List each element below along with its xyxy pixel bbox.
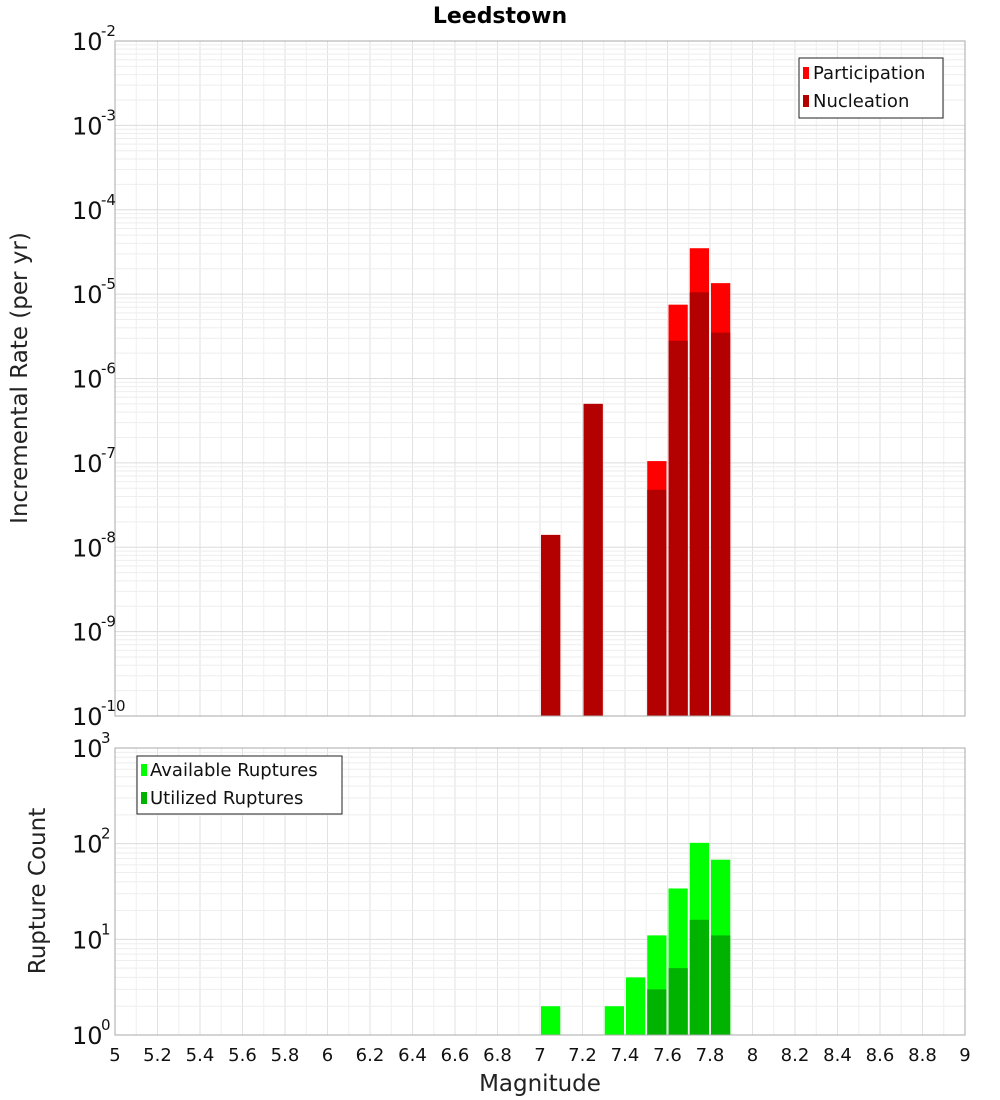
x-tick-label: 5.6 [228, 1045, 257, 1066]
x-tick-label: 8 [747, 1045, 758, 1066]
bottom-y-tick-exponent: 1 [101, 920, 111, 938]
legend-swatch-participation [803, 67, 809, 79]
bottom-y-axis-label: Rupture Count [25, 808, 51, 974]
top-legend-box [798, 57, 944, 119]
x-tick-label: 6.8 [483, 1045, 512, 1066]
x-tick-label: 8.6 [866, 1045, 895, 1066]
x-tick-label: 5 [109, 1045, 120, 1066]
chart-title: Leedstown [433, 4, 567, 29]
legend-swatch-available [141, 764, 147, 776]
x-tick-label: 6.4 [398, 1045, 427, 1066]
top-y-tick-base: 10 [72, 112, 103, 140]
bottom-plot-frame [114, 747, 966, 1036]
x-tick-label: 5.8 [271, 1045, 300, 1066]
top-y-tick-exponent: -8 [101, 528, 116, 546]
x-tick-labels: 5 5.2 5.4 5.6 5.8 6 6.2 6.4 6.6 6.8 7 7.2 7.4 7.6 7.8 8… [109, 1045, 970, 1066]
top-y-tick-exponent: -2 [101, 22, 116, 40]
bar-available-ruptures [604, 1006, 624, 1035]
x-tick-label: 6.2 [356, 1045, 385, 1066]
top-y-tick-base: 10 [72, 281, 103, 309]
legend-label-utilized: Utilized Ruptures [150, 788, 303, 809]
top-legend: Participation Nucleation [798, 57, 944, 119]
x-axis-label: Magnitude [479, 1071, 601, 1097]
top-y-tick-exponent: -6 [101, 360, 116, 378]
bar-nucleation [583, 403, 603, 716]
top-y-tick-base: 10 [72, 534, 103, 562]
bottom-y-tick-base: 10 [72, 735, 103, 763]
bottom-y-tick-exponent: 0 [101, 1016, 111, 1034]
top-bars [541, 248, 731, 717]
bar-available-ruptures [541, 1006, 561, 1035]
x-tick-label: 8.4 [823, 1045, 852, 1066]
x-tick-label: 7.8 [696, 1045, 725, 1066]
top-y-tick-base: 10 [72, 703, 103, 731]
bar-utilized-ruptures [711, 935, 731, 1035]
x-tick-label: 6.6 [441, 1045, 470, 1066]
bar-nucleation [647, 489, 667, 716]
top-y-tick-exponent: -9 [101, 613, 116, 631]
legend-label-nucleation: Nucleation [813, 91, 909, 112]
bottom-legend-box [136, 755, 343, 815]
top-y-tick-base: 10 [72, 28, 103, 56]
x-tick-label: 6 [322, 1045, 333, 1066]
x-tick-label: 8.8 [908, 1045, 937, 1066]
bar-nucleation [689, 292, 709, 716]
top-y-tick-exponent: -7 [101, 444, 116, 462]
legend-swatch-nucleation [803, 95, 809, 107]
bar-nucleation [668, 340, 688, 716]
bar-utilized-ruptures [647, 989, 667, 1035]
top-y-tick-base: 10 [72, 197, 103, 225]
top-gridlines [114, 41, 966, 716]
top-y-tick-exponent: -3 [101, 106, 116, 124]
bottom-y-tick-base: 10 [72, 926, 103, 954]
top-y-tick-exponent: -5 [101, 275, 116, 293]
top-y-tick-base: 10 [72, 450, 103, 478]
x-tick-label: 7.2 [568, 1045, 597, 1066]
x-tick-label: 7 [534, 1045, 545, 1066]
bar-utilized-ruptures [668, 968, 688, 1035]
x-tick-label: 7.4 [611, 1045, 640, 1066]
bottom-y-tick-base: 10 [72, 831, 103, 859]
top-y-axis-label: Incremental Rate (per yr) [7, 232, 33, 524]
top-y-tick-exponent: -10 [101, 697, 126, 715]
bar-available-ruptures [626, 977, 646, 1035]
top-y-tick-base: 10 [72, 366, 103, 394]
top-plot-frame [114, 40, 966, 717]
legend-label-participation: Participation [813, 63, 925, 84]
bottom-bars [541, 842, 731, 1035]
x-tick-label: 5.2 [143, 1045, 172, 1066]
x-tick-label: 8.2 [781, 1045, 810, 1066]
bar-nucleation [711, 332, 731, 716]
top-y-tick-base: 10 [72, 619, 103, 647]
legend-swatch-utilized [141, 792, 147, 804]
bottom-y-tick-exponent: 3 [101, 729, 111, 747]
legend-label-available: Available Ruptures [150, 760, 318, 781]
bar-utilized-ruptures [689, 919, 709, 1035]
bottom-legend: Available Ruptures Utilized Ruptures [136, 755, 343, 815]
bar-nucleation [541, 534, 561, 716]
top-y-tick-exponent: -4 [101, 191, 116, 209]
bottom-y-tick-base: 10 [72, 1022, 103, 1050]
x-tick-label: 9 [959, 1045, 970, 1066]
x-tick-label: 5.4 [186, 1045, 215, 1066]
x-tick-label: 7.6 [653, 1045, 682, 1066]
bottom-y-tick-exponent: 2 [101, 825, 111, 843]
